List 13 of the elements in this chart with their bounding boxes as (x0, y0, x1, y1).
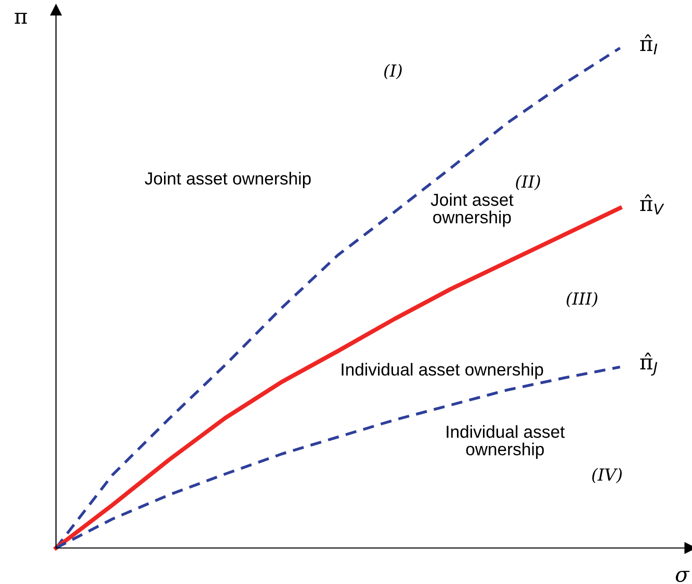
annotation: (III) (566, 292, 598, 308)
annotation: Joint asset ownership (430, 193, 514, 227)
annotation: (IV) (592, 468, 622, 484)
annotation: (I) (384, 64, 402, 80)
annotation: Individual asset ownership (446, 425, 565, 459)
series-label: π̂$_{V}$ (640, 194, 664, 214)
annotation: Joint asset ownership (144, 172, 311, 188)
series-label: π̂$_{I}$ (640, 34, 658, 54)
y-axis-title: π (14, 12, 27, 24)
series-label: π̂$_{J}$ (640, 352, 658, 376)
x-axis-title: σ (676, 570, 690, 582)
annotation: Individual asset ownership (342, 362, 544, 380)
annotation: (II) (516, 174, 540, 190)
